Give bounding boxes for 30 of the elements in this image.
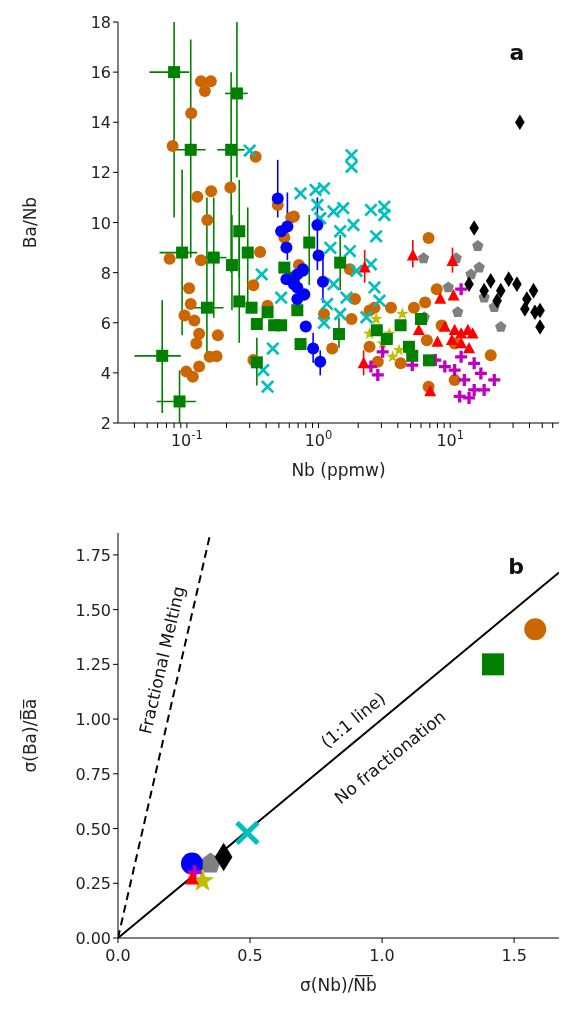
y-tick-label: 8 — [100, 263, 111, 283]
y-tick-label: 1.00 — [75, 710, 111, 730]
y-tick-label: 1.25 — [75, 655, 111, 675]
x-axis-title: Nb (ppmw) — [291, 460, 386, 480]
y-axis-title: Ba/Nb — [20, 196, 41, 249]
x-tick-label: 0.0 — [105, 946, 131, 965]
y-tick-label: 1.75 — [75, 545, 111, 565]
y-tick-label: 12 — [90, 163, 111, 183]
y-tick-label: 16 — [90, 63, 111, 83]
y-tick-label: 4 — [100, 363, 111, 383]
y-tick-label: 1.50 — [75, 600, 111, 620]
annotation: b — [508, 553, 524, 579]
y-tick-label: 0.75 — [75, 764, 111, 784]
y-tick-label: 0.50 — [75, 819, 111, 839]
x-tick-label: 10$^{1}$ — [436, 428, 465, 450]
y-tick-label: 0.00 — [75, 929, 111, 948]
y-tick-label: 2 — [100, 414, 111, 433]
x-tick-label: 0.5 — [237, 946, 263, 965]
y-tick-label: 6 — [100, 313, 111, 333]
x-tick-label: 1.0 — [369, 946, 395, 965]
y-tick-label: 18 — [90, 13, 111, 32]
x-tick-label: 10$^{0}$ — [304, 428, 333, 450]
y-tick-label: 0.25 — [75, 874, 111, 894]
y-tick-label: 10 — [90, 213, 111, 233]
y-axis-title: σ(Ba)/B̅a̅ — [18, 698, 41, 773]
x-tick-label: 1.5 — [501, 946, 527, 965]
y-tick-label: 14 — [90, 113, 111, 133]
annotation: a — [509, 39, 525, 65]
x-axis-title: σ(Nb)/N̅b̅ — [300, 973, 377, 995]
x-tick-label: 10$^{-1}$ — [170, 428, 203, 450]
